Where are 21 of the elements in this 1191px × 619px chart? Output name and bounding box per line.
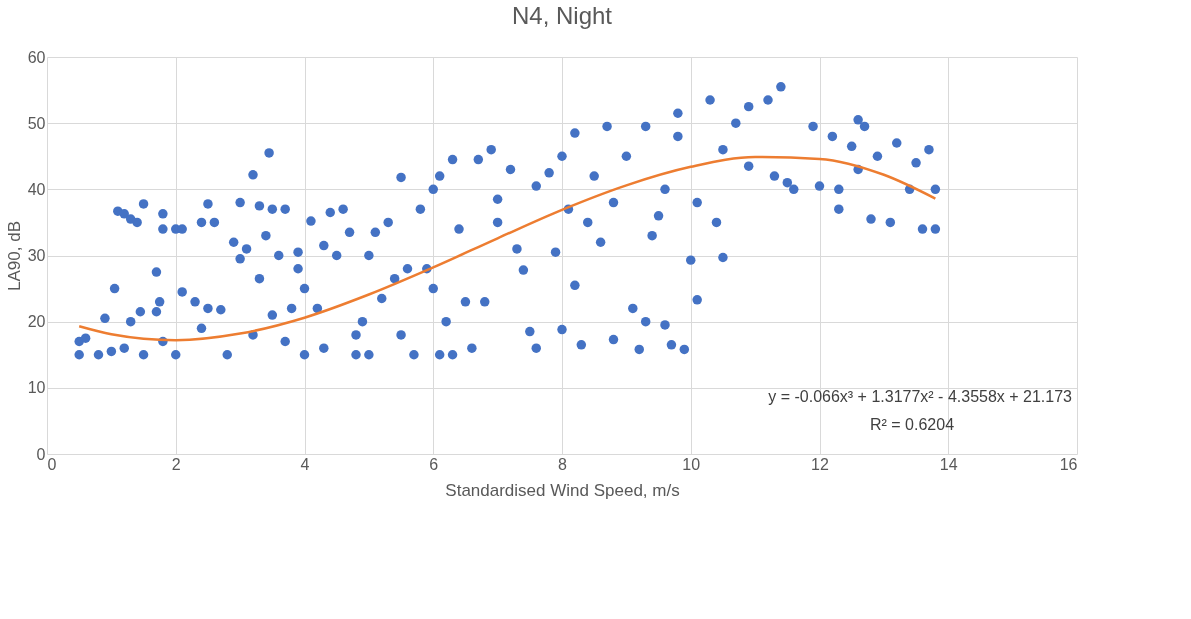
x-tick-label: 10 — [682, 455, 701, 473]
x-tick-label: 6 — [429, 455, 439, 473]
y-tick-label: 50 — [27, 114, 46, 132]
annotation: y = -0.066x³ + 1.3177x² - 4.3558x + 21.173 — [768, 388, 1073, 405]
x-tick-label: 16 — [1059, 455, 1078, 473]
x-tick-label: 0 — [47, 455, 57, 473]
annotation: R² = 0.6204 — [869, 416, 955, 433]
y-tick-label: 30 — [27, 247, 46, 264]
x-tick-label: 12 — [811, 455, 829, 473]
x-tick-label: 14 — [939, 455, 958, 473]
x-axis-title: Standardised Wind Speed, m/s — [445, 480, 680, 500]
y-tick-label: 40 — [27, 180, 46, 198]
x-tick-label: 2 — [171, 455, 181, 473]
x-tick-label: 8 — [558, 455, 568, 473]
y-tick-label: 10 — [27, 379, 46, 397]
line-series — [77, 155, 937, 342]
y-axis-title: LA90, dB — [4, 221, 24, 291]
y-tick-label: 20 — [27, 313, 46, 331]
y-tick-label: 60 — [27, 48, 46, 66]
x-tick-label: 4 — [300, 455, 310, 473]
chart-title: N4, Night — [511, 2, 613, 29]
